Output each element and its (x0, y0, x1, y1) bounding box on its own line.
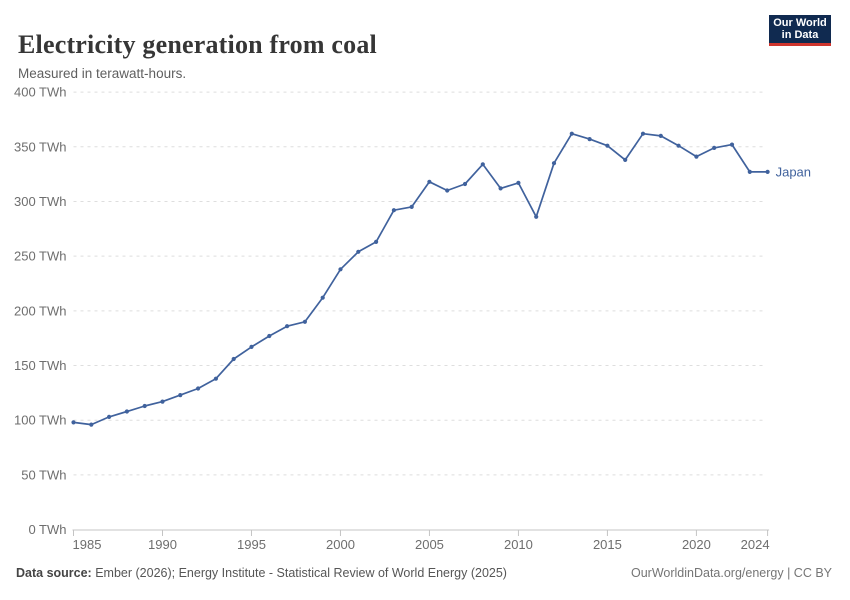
data-point-1991 (178, 393, 183, 398)
data-point-2016 (623, 157, 628, 162)
chart-title: Electricity generation from coal (18, 30, 377, 60)
data-point-2022 (729, 142, 735, 147)
entity-label-japan[interactable]: Japan (776, 164, 811, 179)
owid-logo-line2: in Data (781, 29, 819, 41)
data-point-2003 (391, 208, 396, 213)
data-point-2004 (409, 204, 414, 209)
data-point-1985 (71, 420, 76, 425)
x-tick-label-2015: 2015 (593, 537, 622, 552)
data-point-1993 (213, 376, 218, 381)
data-point-2020 (694, 154, 699, 159)
data-point-1988 (124, 409, 129, 414)
data-point-2009 (498, 186, 503, 191)
y-tick-label-250: 250 TWh (14, 249, 67, 264)
owid-logo: Our World in Data (769, 15, 831, 46)
data-point-2008 (480, 162, 485, 167)
data-point-2015 (605, 143, 610, 148)
data-line-japan[interactable] (72, 132, 769, 426)
data-point-1995 (249, 344, 254, 349)
data-point-2010 (516, 180, 521, 185)
data-point-1986 (89, 422, 94, 427)
data-source: Data source: Ember (2026); Energy Instit… (16, 566, 507, 580)
data-point-1990 (160, 399, 165, 404)
y-tick-label-50: 50 TWh (21, 467, 66, 482)
chart-subtitle: Measured in terawatt-hours. (18, 65, 187, 81)
data-point-1989 (142, 403, 147, 409)
data-point-2017 (640, 131, 646, 136)
data-point-2005 (427, 179, 432, 184)
data-point-2006 (445, 188, 450, 193)
data-point-2001 (356, 249, 361, 254)
data-source-label: Data source: (16, 566, 92, 580)
data-point-2011 (534, 214, 539, 219)
x-tick-label-1990: 1990 (148, 537, 177, 552)
x-tick-label-1985: 1985 (73, 537, 102, 552)
x-tick-label-1995: 1995 (237, 537, 266, 552)
data-point-2018 (658, 133, 663, 138)
y-tick-label-400: 400 TWh (14, 85, 67, 100)
data-point-1996 (267, 333, 272, 339)
data-source-text: Ember (2026); Energy Institute - Statist… (91, 566, 507, 580)
y-tick-label-300: 300 TWh (14, 194, 67, 209)
data-point-2023 (747, 169, 752, 174)
data-point-2024 (765, 169, 770, 174)
owid-credit-link[interactable]: OurWorldinData.org/energy | CC BY (630, 566, 832, 580)
x-tick-label-2024: 2024 (741, 537, 770, 552)
data-point-2013 (569, 131, 574, 136)
data-point-2000 (338, 267, 343, 272)
data-point-1992 (196, 386, 201, 391)
data-point-1997 (285, 324, 290, 329)
y-tick-label-100: 100 TWh (14, 413, 67, 428)
x-tick-label-2020: 2020 (682, 537, 711, 552)
y-tick-label-0: 0 TWh (28, 522, 66, 537)
x-tick-label-2010: 2010 (504, 537, 533, 552)
x-tick-label-2005: 2005 (415, 537, 444, 552)
data-point-1987 (107, 414, 112, 419)
data-point-2007 (462, 181, 468, 187)
data-point-2014 (587, 137, 592, 142)
data-point-1999 (320, 295, 325, 300)
data-point-1998 (302, 319, 307, 324)
data-point-2012 (551, 161, 557, 166)
data-point-2002 (374, 239, 379, 244)
data-point-1994 (231, 356, 236, 362)
owid-logo-line1: Our World (773, 16, 827, 29)
data-point-2019 (676, 143, 681, 148)
y-tick-label-200: 200 TWh (14, 303, 67, 318)
data-point-2021 (712, 145, 717, 150)
x-tick-label-2000: 2000 (326, 537, 355, 552)
y-tick-label-150: 150 TWh (14, 358, 67, 373)
chart-footer: Data source: Ember (2026); Energy Instit… (0, 566, 850, 590)
y-tick-label-350: 350 TWh (14, 139, 67, 154)
